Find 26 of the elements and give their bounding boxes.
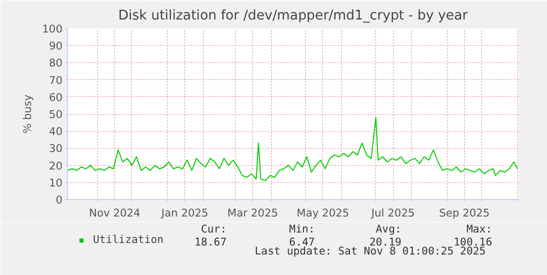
x-tick-label: May 2025 xyxy=(296,206,350,220)
y-tick-label: 90 xyxy=(48,40,63,53)
y-tick-label: 60 xyxy=(48,90,63,104)
line-series xyxy=(68,116,518,182)
text: Avg: xyxy=(376,222,402,236)
y-tick-label: 40 xyxy=(48,125,63,138)
text: Cur: xyxy=(200,222,227,236)
y-tick-label: 20 xyxy=(48,159,63,172)
x-tick-label: Jul 2025 xyxy=(370,206,415,220)
chart-title: Disk utilization for /dev/mapper/md1_crypt - by year xyxy=(118,8,468,24)
y-tick-label: 80 xyxy=(48,56,63,70)
y-tick-label: 100 xyxy=(42,22,63,36)
x-tick-label: Mar 2025 xyxy=(227,206,278,220)
text: Min: xyxy=(289,222,315,236)
y-tick-label: 0 xyxy=(56,194,63,206)
y-tick-label: 50 xyxy=(48,108,63,121)
y-tick-label: 10 xyxy=(48,176,63,190)
text: Max: xyxy=(466,222,492,236)
y-axis-title: % busy xyxy=(21,94,34,134)
x-tick-label: Jan 2025 xyxy=(160,206,208,220)
text: 18.67 xyxy=(194,236,227,248)
y-tick-label: 30 xyxy=(48,142,63,156)
x-tick-label: Nov 2024 xyxy=(89,206,141,220)
legend-label: Utilization xyxy=(93,233,164,246)
x-tick-label: Sep 2025 xyxy=(439,206,490,220)
y-tick-label: 70 xyxy=(48,74,63,87)
